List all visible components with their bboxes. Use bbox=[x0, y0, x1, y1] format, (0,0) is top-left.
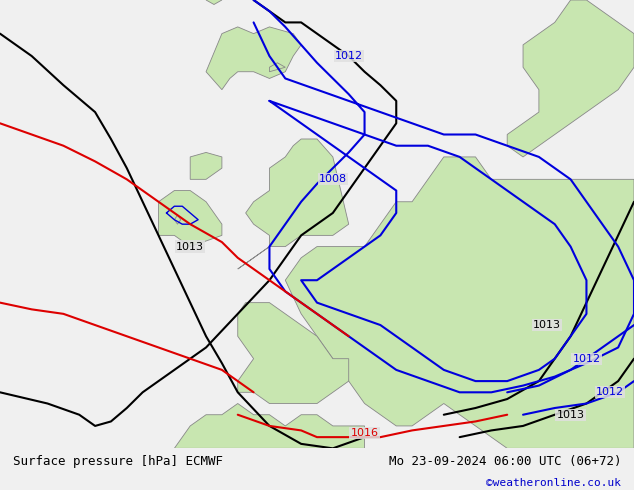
Polygon shape bbox=[206, 0, 222, 4]
Text: 1013: 1013 bbox=[176, 242, 204, 251]
Text: 1013: 1013 bbox=[533, 320, 561, 330]
Polygon shape bbox=[174, 215, 181, 224]
Text: 1008: 1008 bbox=[319, 174, 347, 184]
Polygon shape bbox=[190, 152, 222, 179]
Polygon shape bbox=[158, 191, 222, 246]
Text: 1013: 1013 bbox=[557, 410, 585, 420]
Text: ©weatheronline.co.uk: ©weatheronline.co.uk bbox=[486, 477, 621, 488]
Polygon shape bbox=[507, 0, 634, 157]
Polygon shape bbox=[269, 63, 285, 72]
Text: Surface pressure [hPa] ECMWF: Surface pressure [hPa] ECMWF bbox=[13, 455, 223, 468]
Text: Mo 23-09-2024 06:00 UTC (06+72): Mo 23-09-2024 06:00 UTC (06+72) bbox=[389, 455, 621, 468]
Polygon shape bbox=[238, 139, 349, 269]
Polygon shape bbox=[238, 303, 349, 404]
Text: 1012: 1012 bbox=[335, 51, 363, 61]
Text: 1012: 1012 bbox=[573, 354, 600, 364]
Polygon shape bbox=[174, 404, 365, 448]
Polygon shape bbox=[285, 157, 634, 448]
Text: 1012: 1012 bbox=[596, 387, 624, 397]
Text: 1016: 1016 bbox=[351, 428, 378, 438]
Polygon shape bbox=[206, 27, 301, 90]
